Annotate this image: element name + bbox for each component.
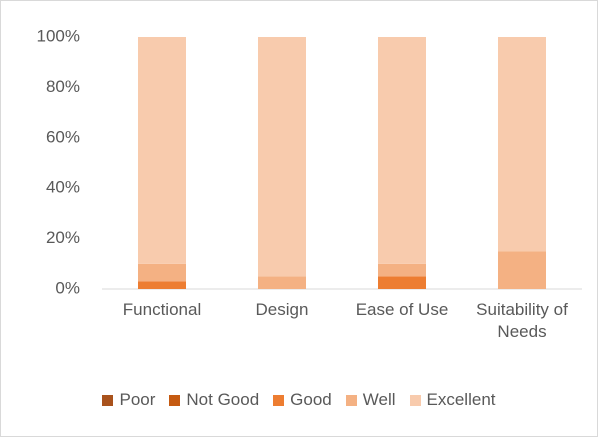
bar-segment xyxy=(138,263,186,282)
y-tick-label: 40% xyxy=(46,178,80,197)
legend-label: Well xyxy=(362,390,396,409)
y-tick-label: 100% xyxy=(37,26,80,45)
bar-segment xyxy=(138,37,186,264)
bar-segment xyxy=(378,263,426,277)
legend-swatch xyxy=(169,394,181,406)
x-tick-label: Suitability of Needs xyxy=(476,300,568,341)
bar-segment xyxy=(258,276,306,289)
x-tick-label: Ease of Use xyxy=(355,300,449,319)
bar-segment xyxy=(378,37,426,264)
legend-item: Well xyxy=(345,390,396,410)
legend-label: Good xyxy=(290,390,332,409)
bar-segment xyxy=(378,276,426,289)
legend: Poor Not Good Good Well Excellent xyxy=(0,390,598,410)
legend-swatch xyxy=(345,394,357,406)
legend-item: Not Good xyxy=(169,390,259,410)
legend-swatch xyxy=(409,394,421,406)
legend-item: Excellent xyxy=(409,390,496,410)
y-tick-label: 0% xyxy=(55,278,80,297)
bar-segment xyxy=(258,37,306,277)
legend-item: Good xyxy=(273,390,332,410)
legend-label: Excellent xyxy=(426,390,496,409)
y-tick-label: 20% xyxy=(46,228,80,247)
legend-label: Poor xyxy=(119,390,156,409)
y-tick-label: 80% xyxy=(46,77,80,96)
y-tick-label: 60% xyxy=(46,127,80,146)
legend-item: Poor xyxy=(102,390,155,410)
bar-segment xyxy=(498,37,546,252)
x-tick-label: Design xyxy=(255,300,309,319)
legend-swatch xyxy=(102,394,114,406)
bar-segment xyxy=(498,251,546,289)
bar-segment xyxy=(138,281,186,289)
legend-label: Not Good xyxy=(186,390,260,409)
x-tick-label: Functional xyxy=(122,300,202,319)
legend-swatch xyxy=(273,394,285,406)
